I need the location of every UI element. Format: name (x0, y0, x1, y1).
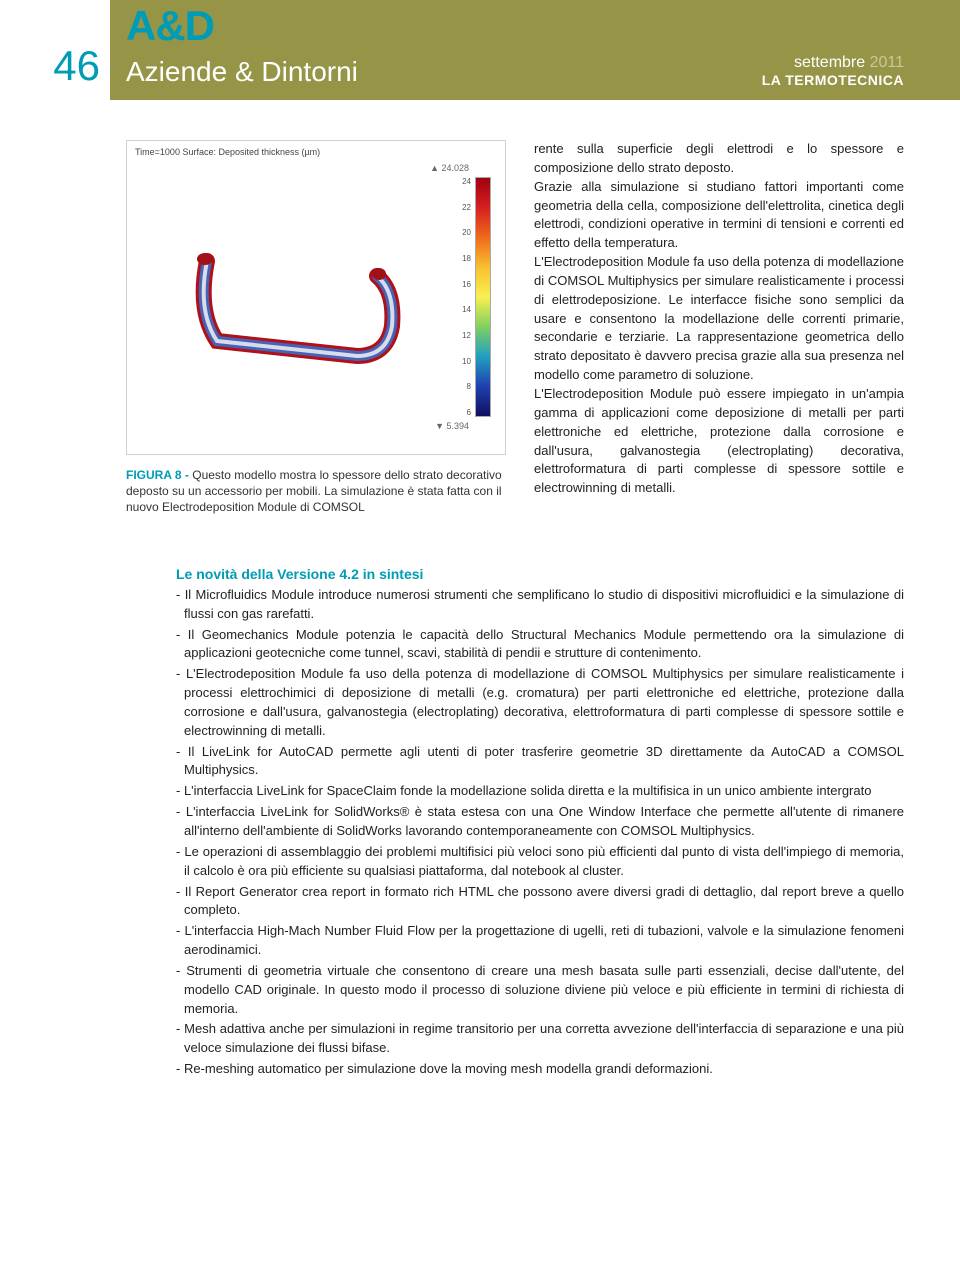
publication-name: LA TERMOTECNICA (762, 72, 904, 88)
cb-tick: 16 (462, 280, 471, 289)
header-issue: settembre 2011 LA TERMOTECNICA (762, 54, 904, 88)
cb-tick: 6 (462, 408, 471, 417)
article-p4: L'Electrodeposition Module può essere im… (534, 385, 904, 498)
box-item: - Re-meshing automatico per simulazione … (176, 1060, 904, 1079)
article-p3: L'Electrodeposition Module fa uso della … (534, 253, 904, 385)
cb-tick: 14 (462, 305, 471, 314)
cb-tick: 18 (462, 254, 471, 263)
figure-caption: FIGURA 8 - Questo modello mostra lo spes… (126, 467, 506, 516)
box-item: - L'interfaccia High-Mach Number Fluid F… (176, 922, 904, 960)
box-item: - L'Electrodeposition Module fa uso dell… (176, 665, 904, 740)
box-title: Le novità della Versione 4.2 in sintesi (176, 564, 904, 584)
cb-tick: 22 (462, 203, 471, 212)
colorbar-max: ▲ 24.028 (430, 163, 469, 173)
box-item: - Il Report Generator crea report in for… (176, 883, 904, 921)
colorbar-min: ▼ 5.394 (435, 421, 469, 431)
caption-lead: FIGURA 8 - (126, 468, 189, 482)
article-p1: rente sulla superficie degli elettrodi e… (534, 140, 904, 178)
handle-render (177, 231, 417, 371)
page-header: 46 A&D Aziende & Dintorni settembre 2011… (0, 0, 960, 100)
box-item: - Mesh adattiva anche per simulazioni in… (176, 1020, 904, 1058)
article-column: rente sulla superficie degli elettrodi e… (534, 140, 904, 516)
box-item: - Strumenti di geometria virtuale che co… (176, 962, 904, 1019)
article-p2: Grazie alla simulazione si studiano fatt… (534, 178, 904, 253)
brand-logo: A&D (126, 2, 214, 50)
box-list: - Il Microfluidics Module introduce nume… (176, 586, 904, 1079)
page-number: 46 (53, 42, 100, 90)
page-number-box: 46 (0, 0, 110, 100)
cb-tick: 10 (462, 357, 471, 366)
box-item: - Il LiveLink for AutoCAD permette agli … (176, 743, 904, 781)
issue-year: 2011 (870, 54, 904, 71)
box-item: - Le operazioni di assemblaggio dei prob… (176, 843, 904, 881)
content-row: Time=1000 Surface: Deposited thickness (… (0, 100, 960, 540)
section-title: Aziende & Dintorni (126, 56, 358, 88)
cb-tick: 20 (462, 228, 471, 237)
figure-time-label: Time=1000 Surface: Deposited thickness (… (135, 147, 320, 157)
news-box: Le novità della Versione 4.2 in sintesi … (176, 564, 904, 1079)
cb-tick: 12 (462, 331, 471, 340)
issue-month: settembre (794, 54, 865, 71)
box-item: - Il Geomechanics Module potenzia le cap… (176, 626, 904, 664)
figure-8: Time=1000 Surface: Deposited thickness (… (126, 140, 506, 455)
cb-tick: 24 (462, 177, 471, 186)
colorbar (475, 177, 491, 417)
box-item: - L'interfaccia LiveLink for SolidWorks®… (176, 803, 904, 841)
box-item: - L'interfaccia LiveLink for SpaceClaim … (176, 782, 904, 801)
cb-tick: 8 (462, 382, 471, 391)
box-item: - Il Microfluidics Module introduce nume… (176, 586, 904, 624)
figure-column: Time=1000 Surface: Deposited thickness (… (126, 140, 506, 516)
colorbar-ticks: 24 22 20 18 16 14 12 10 8 6 (462, 177, 471, 417)
